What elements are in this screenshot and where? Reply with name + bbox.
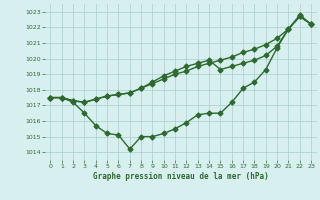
X-axis label: Graphe pression niveau de la mer (hPa): Graphe pression niveau de la mer (hPa) xyxy=(93,172,269,181)
